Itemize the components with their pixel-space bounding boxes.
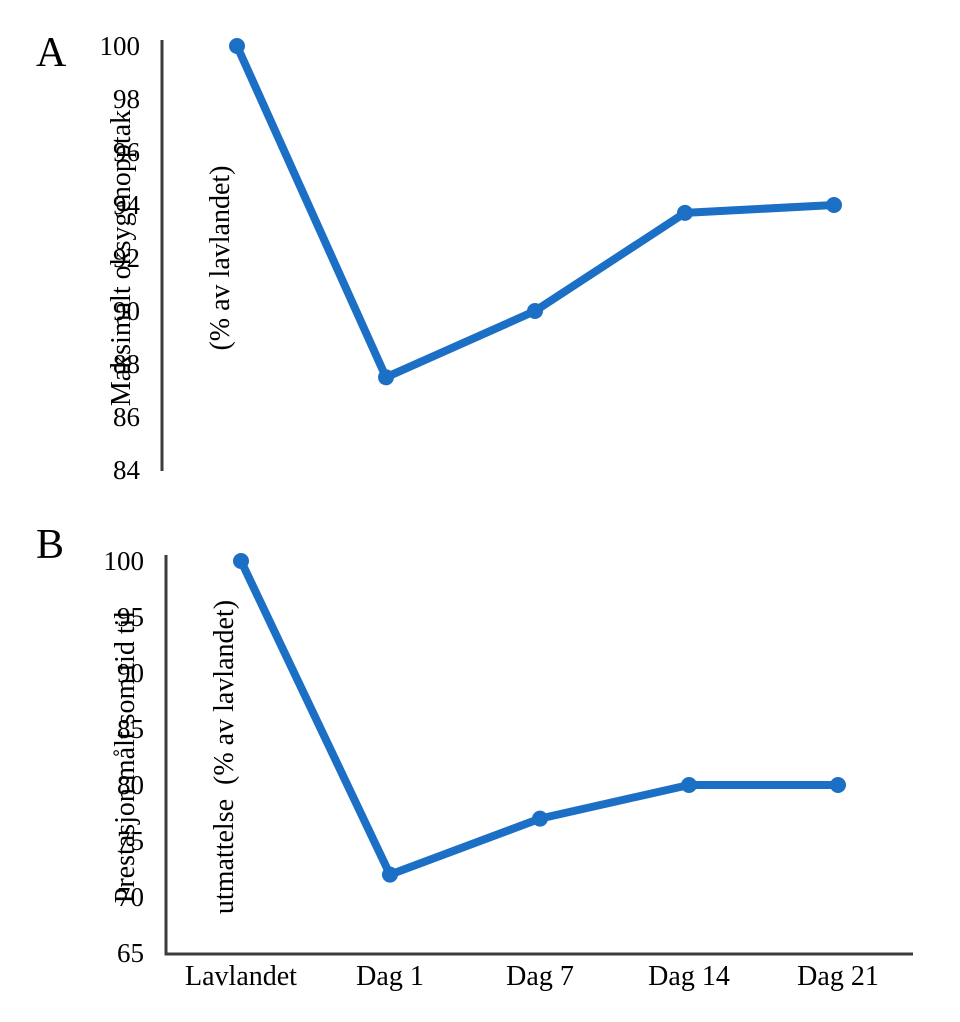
- panel-a-y-axis-title-line2: (% av lavlandet): [205, 165, 236, 351]
- panel-b-y-axis-title-line1: Prestasjon målt som tid til: [110, 610, 141, 904]
- panel-b-y-tick-label: 70: [117, 882, 144, 912]
- panel-b-y-tick-label: 100: [103, 546, 145, 576]
- panel-b-data-point-3: [681, 777, 697, 793]
- panel-a-y-tick-label: 86: [113, 402, 140, 432]
- panel-b-y-tick-label: 65: [117, 938, 144, 968]
- panel-b-data-point-1: [382, 866, 398, 883]
- panel-b-series-line: [237, 557, 842, 879]
- panel-b-data-point-2: [532, 810, 548, 827]
- panel-a-data-point-2: [527, 303, 543, 319]
- panel-b-label: B: [36, 522, 65, 568]
- panel-a-label: A: [36, 30, 67, 76]
- panel-b-data-point-0: [233, 553, 249, 569]
- x-tick-label-3: Dag 14: [648, 961, 730, 992]
- x-tick-label-0: Lavlandet: [185, 961, 297, 992]
- panel-b-y-tick-label: 75: [117, 826, 144, 856]
- panel-a-y-tick-label: 88: [113, 349, 140, 379]
- panel-a-data-point-0: [229, 38, 245, 54]
- panel-a-data-point-1: [378, 369, 394, 386]
- panel-a-data-point-4: [826, 197, 842, 213]
- panel-a-y-tick-label: 94: [113, 190, 140, 220]
- panel-a-y-tick-label: 100: [99, 31, 141, 61]
- panel-a-y-tick-label: 98: [113, 84, 140, 114]
- x-tick-label-4: Dag 21: [797, 961, 879, 992]
- panel-b-plot: [164, 553, 913, 956]
- panel-b-y-tick-label: 95: [117, 602, 144, 632]
- panel-b-y-axis-title-line2: utmattelse (% av lavlandet): [209, 599, 240, 915]
- x-tick-label-1: Dag 1: [356, 961, 424, 992]
- panel-a-y-tick-label: 90: [113, 296, 140, 326]
- panel-a-y-tick-label: 84: [113, 455, 140, 485]
- panel-b-data-point-4: [830, 777, 846, 793]
- panel-b-y-axis-title: Prestasjon målt som tid til utmattelse (…: [43, 517, 240, 997]
- panel-a-series-line: [233, 42, 838, 382]
- panel-a-plot: [160, 38, 842, 471]
- panel-b-y-tick-label: 80: [117, 770, 144, 800]
- panel-a-y-tick-label: 92: [113, 243, 140, 273]
- panel-b-y-tick-label: 85: [117, 714, 144, 744]
- x-tick-label-2: Dag 7: [506, 961, 574, 992]
- panel-a-y-tick-label: 96: [113, 137, 140, 167]
- panel-a-data-point-3: [677, 204, 693, 221]
- panel-b-y-tick-label: 90: [117, 658, 144, 688]
